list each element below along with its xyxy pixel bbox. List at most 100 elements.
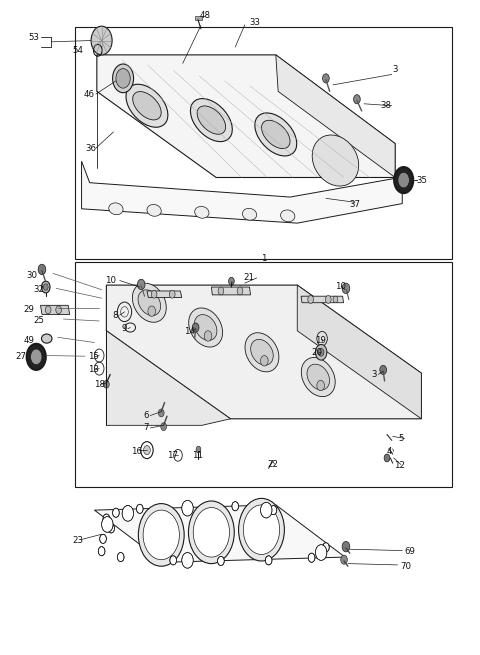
Text: 12: 12 (394, 461, 405, 470)
Text: 3: 3 (371, 370, 377, 379)
Circle shape (151, 290, 157, 298)
Ellipse shape (138, 290, 161, 316)
Circle shape (341, 555, 348, 564)
Circle shape (169, 290, 175, 298)
Text: 35: 35 (417, 176, 428, 185)
Circle shape (45, 306, 51, 314)
Ellipse shape (189, 308, 223, 347)
Circle shape (193, 508, 229, 557)
Text: 53: 53 (29, 33, 39, 43)
Circle shape (189, 501, 234, 563)
Text: 13: 13 (88, 365, 99, 375)
Circle shape (315, 345, 327, 360)
Ellipse shape (251, 339, 273, 365)
Text: 11: 11 (192, 451, 203, 460)
Ellipse shape (242, 208, 257, 220)
Text: 19: 19 (315, 336, 326, 345)
Text: 15: 15 (88, 352, 99, 362)
Text: 3: 3 (393, 66, 398, 75)
Polygon shape (276, 55, 395, 178)
Circle shape (265, 556, 272, 565)
Circle shape (333, 296, 338, 303)
Circle shape (161, 422, 167, 430)
Ellipse shape (191, 99, 232, 141)
Circle shape (325, 295, 331, 303)
Text: 17: 17 (168, 451, 179, 460)
Text: 9: 9 (121, 324, 127, 333)
Circle shape (102, 517, 113, 533)
Text: 14: 14 (184, 327, 195, 336)
Circle shape (354, 95, 360, 103)
Circle shape (144, 445, 150, 455)
Ellipse shape (147, 204, 161, 216)
Circle shape (136, 504, 143, 514)
Circle shape (308, 295, 313, 303)
Text: 22: 22 (267, 460, 278, 469)
Circle shape (192, 323, 199, 332)
Ellipse shape (41, 334, 52, 343)
Polygon shape (95, 505, 345, 562)
Circle shape (384, 454, 390, 462)
Ellipse shape (245, 333, 279, 372)
Text: 54: 54 (72, 47, 83, 56)
Circle shape (182, 553, 193, 568)
Text: 10: 10 (336, 282, 347, 291)
Text: 7: 7 (144, 423, 149, 432)
Text: 70: 70 (400, 562, 411, 571)
Polygon shape (211, 287, 251, 295)
Text: 49: 49 (24, 336, 35, 345)
Text: 30: 30 (26, 271, 37, 280)
Ellipse shape (126, 84, 168, 127)
Circle shape (137, 279, 145, 290)
Text: 18: 18 (95, 380, 106, 389)
Text: 6: 6 (144, 411, 149, 420)
Polygon shape (107, 285, 421, 419)
Ellipse shape (195, 206, 209, 218)
Bar (195, 16, 202, 20)
Circle shape (143, 510, 180, 559)
Text: 4: 4 (387, 447, 393, 456)
Polygon shape (301, 296, 344, 303)
Circle shape (318, 348, 324, 356)
Circle shape (31, 349, 42, 365)
Text: 36: 36 (85, 143, 96, 153)
Circle shape (315, 545, 327, 560)
Circle shape (218, 287, 224, 295)
Circle shape (148, 306, 156, 316)
Circle shape (108, 524, 115, 533)
Circle shape (261, 356, 268, 366)
Text: 29: 29 (24, 305, 35, 314)
Circle shape (398, 172, 409, 188)
Text: 69: 69 (405, 547, 416, 555)
Text: 32: 32 (34, 285, 45, 294)
Ellipse shape (307, 364, 330, 390)
Circle shape (243, 505, 280, 555)
Polygon shape (297, 285, 421, 419)
Ellipse shape (197, 106, 226, 134)
Text: 23: 23 (72, 536, 83, 545)
Circle shape (239, 498, 284, 561)
Circle shape (261, 502, 272, 518)
Circle shape (41, 281, 50, 293)
Circle shape (196, 446, 201, 453)
Text: 27: 27 (16, 352, 27, 362)
Polygon shape (97, 55, 395, 178)
Text: 48: 48 (199, 11, 210, 20)
Circle shape (323, 74, 329, 83)
Circle shape (158, 409, 164, 417)
Text: 10: 10 (106, 276, 117, 285)
Circle shape (113, 64, 133, 93)
Circle shape (122, 506, 133, 521)
Circle shape (184, 502, 191, 511)
Circle shape (394, 167, 413, 193)
Text: 38: 38 (381, 102, 392, 110)
Circle shape (116, 69, 130, 88)
Circle shape (323, 543, 329, 552)
Circle shape (100, 534, 107, 544)
Circle shape (308, 553, 315, 562)
Ellipse shape (301, 358, 335, 397)
Circle shape (170, 556, 177, 565)
Text: 25: 25 (34, 316, 45, 326)
Polygon shape (82, 161, 402, 223)
Text: 16: 16 (131, 447, 142, 456)
